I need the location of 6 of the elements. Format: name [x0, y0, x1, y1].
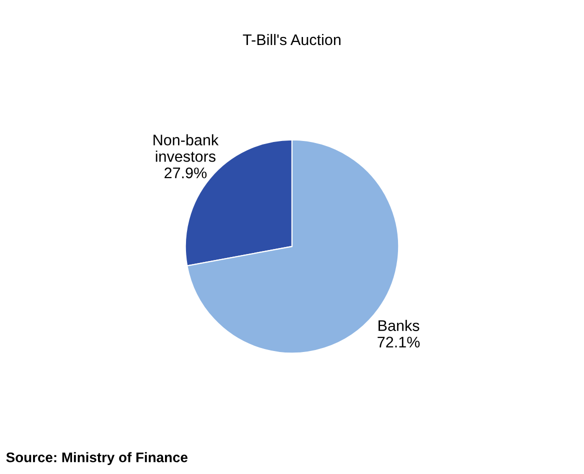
source-note: Source: Ministry of Finance: [6, 452, 188, 466]
data-label: 72.1%: [378, 336, 420, 348]
chart-title: T-Bill's Auction: [242, 34, 340, 46]
slice-label: Non-bank investors: [154, 134, 219, 162]
data-label: 27.9%: [164, 168, 207, 178]
slice-label: Banks: [378, 320, 420, 332]
